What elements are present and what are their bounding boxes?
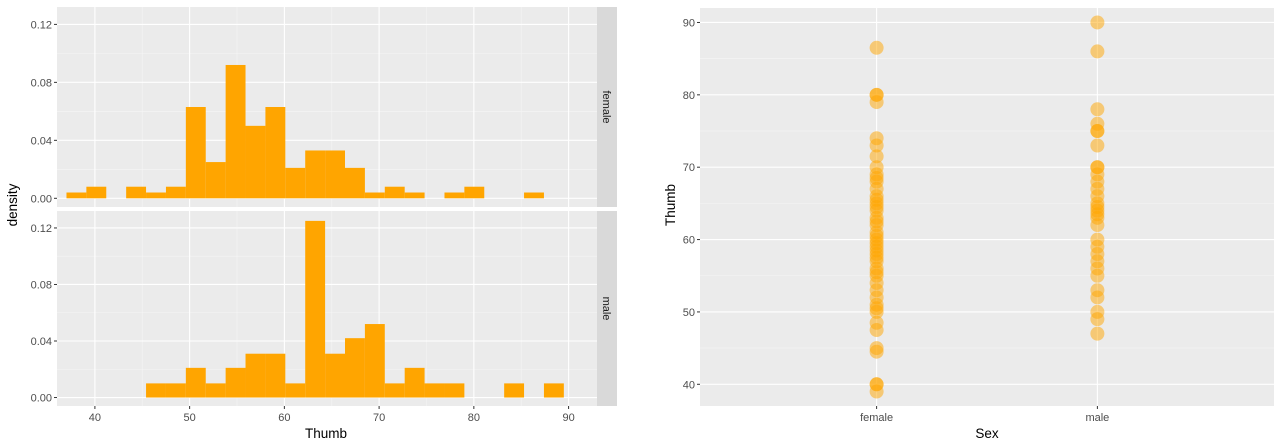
histogram-bar <box>265 353 286 398</box>
histogram-bar <box>524 192 544 199</box>
strip-point <box>869 131 884 146</box>
x-tick-label: female <box>860 412 893 424</box>
histogram-bar <box>245 125 266 199</box>
histogram-bar <box>265 107 286 199</box>
histogram-bar <box>285 383 306 398</box>
histogram-bar <box>66 192 87 199</box>
histogram-bar <box>364 192 385 199</box>
histogram-bar <box>86 186 107 199</box>
histogram-bar <box>464 186 485 199</box>
histogram-bar <box>165 383 186 398</box>
histogram-bar <box>245 353 266 398</box>
histogram-bar <box>504 383 525 398</box>
histogram-x-ticks: 40 50 60 70 80 90 <box>89 406 575 424</box>
strip-point <box>869 149 884 164</box>
x-tick-label: 60 <box>278 412 290 424</box>
histogram-bar <box>205 162 226 199</box>
histogram-bar <box>146 192 166 199</box>
strip-point <box>869 40 884 55</box>
strip-chart: 40 50 60 70 80 90 female male Sex Thumb <box>663 8 1274 441</box>
strip-point <box>1090 15 1105 30</box>
strip-point <box>1090 304 1105 319</box>
histogram-bar <box>424 383 445 398</box>
facet-strip-label: female <box>600 90 612 123</box>
strip-point <box>1090 44 1105 59</box>
y-tick-label: 0.08 <box>31 77 52 89</box>
histogram-bar <box>185 367 206 398</box>
histogram-bar <box>364 324 385 398</box>
histogram-bar <box>225 64 246 199</box>
y-tick-label: 80 <box>683 90 695 102</box>
histogram-bar <box>543 383 564 398</box>
strip-point <box>1090 116 1105 131</box>
x-tick-label: 70 <box>373 412 385 424</box>
y-tick-label: 0.04 <box>31 336 52 348</box>
strip-x-ticks: female male <box>860 406 1109 424</box>
facet-strip-label: male <box>600 297 612 321</box>
strip-point <box>1090 160 1105 175</box>
strip-panel <box>700 8 1274 406</box>
facet-strip <box>597 7 617 207</box>
facet-panel-female: 0.00 0.04 0.08 0.12 female <box>31 7 617 207</box>
strip-point <box>1090 232 1105 247</box>
y-tick-label: 0.12 <box>31 19 52 31</box>
histogram-bar <box>305 150 326 199</box>
histogram-bar <box>384 186 405 199</box>
histogram-chart: 0.00 0.04 0.08 0.12 female 0.00 0.04 0.08 0.12 ma… <box>5 7 617 441</box>
strip-point <box>1090 102 1105 117</box>
facet-strip <box>597 211 617 406</box>
strip-point <box>1090 326 1105 341</box>
y-tick-label: 0.00 <box>31 393 52 405</box>
histogram-bar <box>165 186 186 199</box>
histogram-facets: 0.00 0.04 0.08 0.12 female 0.00 0.04 0.08 0.12 ma… <box>31 7 617 406</box>
histogram-bar <box>185 107 206 199</box>
histogram-bar <box>404 367 425 398</box>
strip-points <box>869 15 1105 399</box>
y-tick-label: 40 <box>683 379 695 391</box>
strip-point <box>869 160 884 175</box>
strip-y-ticks: 40 50 60 70 80 90 <box>683 17 700 391</box>
histogram-bar <box>444 192 465 199</box>
histogram-bar <box>404 192 425 199</box>
facet-panel-male: 0.00 0.04 0.08 0.12 male <box>31 211 617 406</box>
y-tick-label: 0.12 <box>31 223 52 235</box>
histogram-bar <box>345 338 365 398</box>
histogram-bar <box>384 383 405 398</box>
y-tick-label: 60 <box>683 235 695 247</box>
histogram-bar <box>305 220 326 398</box>
strip-point <box>1090 283 1105 298</box>
histogram-y-axis-title: density <box>5 183 20 226</box>
histogram-bar <box>345 167 365 199</box>
x-tick-label: male <box>1085 412 1109 424</box>
y-tick-label: 90 <box>683 17 695 29</box>
histogram-bar <box>146 383 166 398</box>
histogram-bar <box>126 186 147 199</box>
strip-x-axis-title: Sex <box>975 426 999 441</box>
histogram-bar <box>225 367 246 398</box>
x-tick-label: 80 <box>468 412 480 424</box>
strip-point <box>869 377 884 392</box>
strip-y-axis-title: Thumb <box>663 184 678 226</box>
histogram-bar <box>285 167 306 199</box>
histogram-x-axis-title: Thumb <box>305 426 347 441</box>
strip-point <box>869 315 884 330</box>
strip-point <box>869 341 884 356</box>
x-tick-label: 40 <box>89 412 101 424</box>
histogram-bar <box>325 150 345 199</box>
histogram-bar <box>325 353 345 398</box>
strip-gridlines <box>700 8 1274 406</box>
histogram-bar <box>205 383 226 398</box>
x-tick-label: 90 <box>562 412 574 424</box>
y-tick-label: 70 <box>683 162 695 174</box>
strip-point <box>1090 138 1105 153</box>
y-tick-label: 0.08 <box>31 279 52 291</box>
x-tick-label: 50 <box>184 412 196 424</box>
y-tick-label: 0.00 <box>31 193 52 205</box>
strip-point <box>869 87 884 102</box>
histogram-bar <box>444 383 465 398</box>
y-tick-label: 0.04 <box>31 135 52 147</box>
y-tick-label: 50 <box>683 307 695 319</box>
